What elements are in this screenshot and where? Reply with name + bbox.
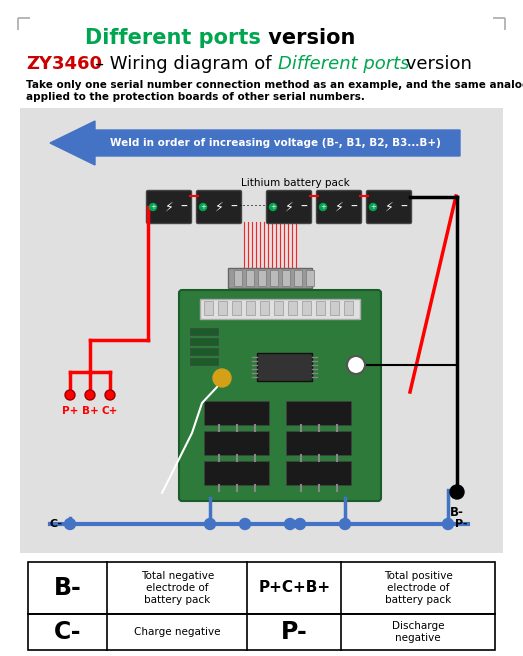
Circle shape: [347, 356, 365, 374]
Bar: [270, 270, 278, 286]
Text: Discharge
negative: Discharge negative: [392, 621, 444, 643]
Bar: [330, 301, 339, 315]
Bar: [288, 301, 297, 315]
Bar: [200, 299, 360, 319]
Bar: [286, 461, 351, 485]
Circle shape: [450, 485, 464, 499]
Text: –: –: [231, 200, 237, 214]
Bar: [28, 614, 495, 650]
Text: ZY3460: ZY3460: [26, 55, 102, 73]
Text: P+C+B+: P+C+B+: [258, 581, 330, 596]
Bar: [302, 301, 311, 315]
Bar: [306, 270, 314, 286]
Circle shape: [339, 518, 350, 529]
Bar: [344, 301, 353, 315]
Bar: [257, 353, 312, 381]
Text: ⚡: ⚡: [384, 201, 393, 213]
Text: P-: P-: [455, 519, 467, 529]
Bar: [274, 301, 283, 315]
Bar: [228, 268, 312, 288]
Bar: [190, 338, 218, 345]
FancyBboxPatch shape: [146, 190, 191, 224]
Circle shape: [269, 203, 277, 211]
FancyBboxPatch shape: [197, 190, 242, 224]
Text: – Wiring diagram of: – Wiring diagram of: [95, 55, 277, 73]
Text: P-: P-: [281, 620, 308, 644]
Text: B+: B+: [82, 406, 98, 416]
FancyBboxPatch shape: [267, 190, 312, 224]
Text: +: +: [370, 204, 376, 210]
Circle shape: [204, 518, 215, 529]
Circle shape: [442, 518, 453, 529]
Text: –: –: [401, 200, 407, 214]
Text: C-: C-: [50, 519, 63, 529]
Bar: [28, 562, 495, 614]
Bar: [260, 301, 269, 315]
Text: –: –: [350, 200, 357, 214]
Text: ⚡: ⚡: [165, 201, 174, 213]
Text: Lithium battery pack: Lithium battery pack: [241, 178, 349, 188]
Text: C-: C-: [54, 620, 82, 644]
Circle shape: [105, 390, 115, 400]
Circle shape: [285, 518, 295, 529]
Text: –: –: [180, 200, 187, 214]
Circle shape: [85, 390, 95, 400]
Bar: [258, 270, 266, 286]
Circle shape: [65, 390, 75, 400]
Bar: [294, 270, 302, 286]
Text: Weld in order of increasing voltage (B-, B1, B2, B3...B+): Weld in order of increasing voltage (B-,…: [109, 138, 440, 148]
Circle shape: [213, 369, 231, 387]
Bar: [204, 461, 269, 485]
Text: ·······: ·······: [239, 201, 267, 213]
Text: +: +: [150, 204, 156, 210]
Bar: [232, 301, 241, 315]
Text: +: +: [320, 204, 326, 210]
Bar: [286, 401, 351, 425]
FancyBboxPatch shape: [179, 290, 381, 501]
Bar: [286, 431, 351, 455]
Text: Different ports: Different ports: [278, 55, 410, 73]
Bar: [20, 108, 503, 553]
Text: ⚡: ⚡: [214, 201, 223, 213]
Circle shape: [294, 518, 305, 529]
Circle shape: [150, 203, 156, 211]
Bar: [190, 348, 218, 355]
Text: Total negative
electrode of
battery pack: Total negative electrode of battery pack: [141, 571, 214, 605]
Text: ⚡: ⚡: [335, 201, 344, 213]
Bar: [316, 301, 325, 315]
Bar: [204, 431, 269, 455]
Text: Different ports: Different ports: [85, 28, 261, 48]
Text: version: version: [400, 55, 472, 73]
Text: B-: B-: [54, 576, 82, 600]
Circle shape: [64, 518, 75, 529]
Bar: [282, 270, 290, 286]
Circle shape: [240, 518, 251, 529]
Bar: [204, 301, 213, 315]
Text: Total positive
electrode of
battery pack: Total positive electrode of battery pack: [383, 571, 452, 605]
Bar: [234, 270, 242, 286]
FancyArrow shape: [50, 121, 460, 165]
Bar: [218, 301, 227, 315]
Text: –: –: [301, 200, 308, 214]
Bar: [204, 401, 269, 425]
Bar: [190, 328, 218, 335]
Text: Take only one serial number connection method as an example, and the same analog: Take only one serial number connection m…: [26, 80, 523, 102]
Circle shape: [199, 203, 207, 211]
Text: B-: B-: [450, 506, 464, 519]
Circle shape: [370, 203, 377, 211]
Text: C+: C+: [102, 406, 118, 416]
Bar: [246, 270, 254, 286]
FancyBboxPatch shape: [367, 190, 412, 224]
Bar: [190, 358, 218, 365]
Text: +: +: [270, 204, 276, 210]
Bar: [246, 301, 255, 315]
Text: P+: P+: [62, 406, 78, 416]
FancyBboxPatch shape: [316, 190, 361, 224]
Text: +: +: [200, 204, 206, 210]
Text: ⚡: ⚡: [285, 201, 293, 213]
Circle shape: [320, 203, 326, 211]
Text: version: version: [261, 28, 355, 48]
Text: Charge negative: Charge negative: [134, 627, 221, 637]
